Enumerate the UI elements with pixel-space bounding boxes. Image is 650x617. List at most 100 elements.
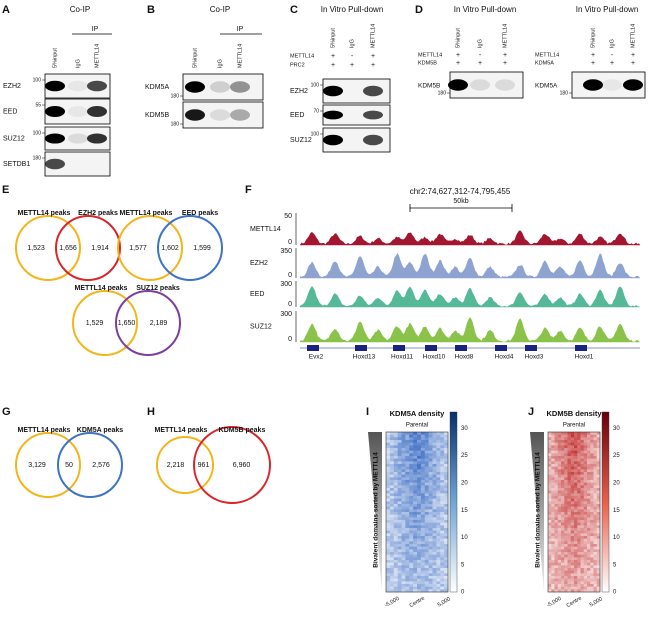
heat-cell <box>593 522 598 526</box>
heat-cell <box>424 589 429 593</box>
blot-label: KDM5A <box>145 84 169 91</box>
heat-cell <box>409 432 414 435</box>
heat-cell <box>389 560 395 563</box>
heat-cell <box>401 520 406 523</box>
heat-cell <box>444 442 449 446</box>
heat-cell <box>583 445 588 449</box>
heat-cell <box>397 544 402 547</box>
heat-cell <box>440 512 445 515</box>
heat-cell <box>389 512 395 515</box>
heat-cell <box>548 541 552 545</box>
colorbar-tick: 20 <box>461 480 468 486</box>
heat-cell <box>561 480 565 483</box>
heat-cell <box>567 432 572 435</box>
heat-cell <box>548 466 552 470</box>
heat-cell <box>389 536 395 539</box>
heat-cell <box>444 538 449 542</box>
heat-cell <box>436 552 441 555</box>
heat-cell <box>444 432 449 435</box>
heat-cell <box>580 498 585 502</box>
heat-cell <box>393 498 398 502</box>
heat-cell <box>574 546 578 550</box>
heat-cell <box>577 472 581 475</box>
heat-cell <box>567 493 572 497</box>
heat-cell <box>436 450 441 454</box>
heat-cell <box>548 557 552 561</box>
heat-cell <box>389 501 395 505</box>
heat-cell <box>386 520 391 523</box>
heat-cell <box>548 562 552 566</box>
heat-cell <box>577 570 581 574</box>
heat-cell <box>420 498 426 502</box>
heat-cell <box>567 509 572 513</box>
heat-cell <box>593 584 598 587</box>
heat-cell <box>561 448 565 451</box>
heat-cell <box>561 504 565 507</box>
heat-cell <box>393 490 398 494</box>
heat-cell <box>564 504 568 507</box>
heat-cell <box>436 586 441 590</box>
sort-wedge <box>368 432 382 592</box>
heat-cell <box>440 560 445 563</box>
heat-cell <box>424 498 429 502</box>
heat-cell <box>554 496 559 499</box>
heat-cell <box>424 448 429 451</box>
venn-count: 2,189 <box>150 320 168 327</box>
heat-cell <box>417 517 422 521</box>
heat-cell <box>401 533 406 537</box>
heat-cell <box>596 544 601 547</box>
heat-cell <box>401 586 406 590</box>
heat-cell <box>554 448 559 451</box>
heat-cell <box>440 522 445 526</box>
heat-cell <box>561 496 565 499</box>
heat-cell <box>393 552 398 555</box>
heat-cell <box>551 480 555 483</box>
heat-cell <box>444 560 449 563</box>
heat-cell <box>577 536 581 539</box>
heat-cell <box>405 549 410 553</box>
heat-cell <box>574 560 578 563</box>
band <box>45 158 65 170</box>
heat-cell <box>548 546 552 550</box>
venn-count: 50 <box>65 462 73 469</box>
heat-cell <box>574 581 578 585</box>
heat-cell <box>551 498 555 502</box>
heat-cell <box>561 509 565 513</box>
heat-cell <box>393 581 398 585</box>
heat-cell <box>432 466 437 470</box>
heat-cell <box>580 584 585 587</box>
heat-cell <box>397 562 402 566</box>
heat-cell <box>389 490 395 494</box>
heat-cell <box>413 541 418 545</box>
heat-cell <box>583 581 588 585</box>
heat-cell <box>432 578 437 582</box>
heat-cell <box>393 442 398 446</box>
heat-cell <box>587 445 591 449</box>
heat-cell <box>564 458 568 462</box>
heat-cell <box>428 554 433 558</box>
heat-cell <box>413 461 418 465</box>
heat-cell <box>401 434 406 438</box>
heat-cell <box>574 562 578 566</box>
heat-cell <box>424 474 429 478</box>
heat-cell <box>554 552 559 555</box>
heat-cell <box>583 512 588 515</box>
heat-cell <box>574 450 578 454</box>
heat-cell <box>424 586 429 590</box>
heat-cell <box>554 506 559 510</box>
heat-cell <box>557 522 562 526</box>
heat-cell <box>389 525 395 529</box>
sign: - <box>479 52 482 59</box>
row-label: KDM5B <box>418 60 437 66</box>
heat-cell <box>432 525 437 529</box>
heat-cell <box>564 434 568 438</box>
heat-cell <box>397 464 402 467</box>
heat-cell <box>444 586 449 590</box>
heat-cell <box>548 496 552 499</box>
heat-cell <box>389 552 395 555</box>
heat-cell <box>577 589 581 593</box>
heat-cell <box>405 501 410 505</box>
heat-cell <box>580 565 585 569</box>
gene-label: Hoxd13 <box>353 354 376 361</box>
heat-cell <box>548 544 552 547</box>
